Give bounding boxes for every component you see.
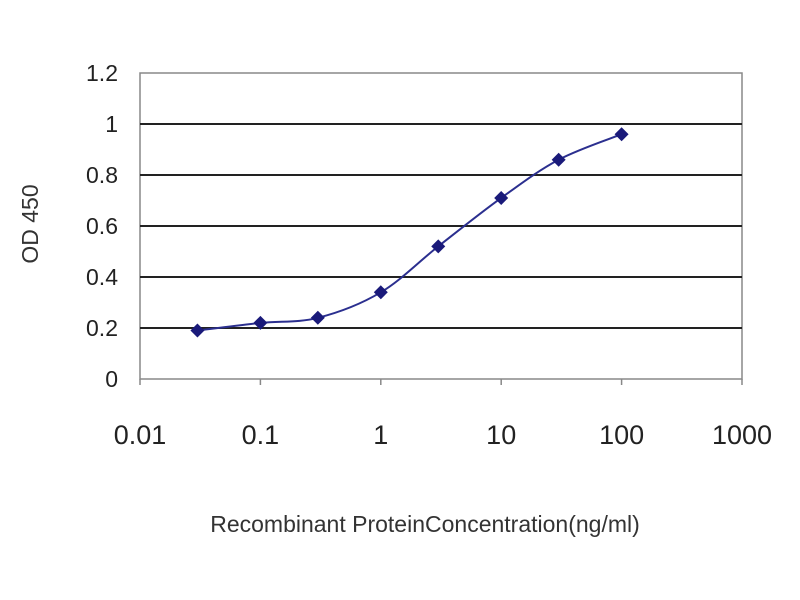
- data-point: [253, 315, 268, 330]
- data-point: [551, 152, 566, 167]
- data-point: [373, 285, 388, 300]
- y-axis-tick-labels: 0 0.2 0.4 0.6 0.8 1 1.2: [86, 60, 118, 392]
- series-group: [190, 127, 629, 338]
- x-tick-label: 1000: [712, 420, 772, 450]
- x-tick-label: 100: [599, 420, 644, 450]
- y-tick-label: 0.8: [86, 162, 118, 188]
- x-axis-ticks: [139, 379, 743, 385]
- y-tick-label: 1.2: [86, 60, 118, 86]
- y-tick-label: 0: [105, 366, 118, 392]
- data-point: [190, 323, 205, 338]
- x-axis-title: Recombinant ProteinConcentration(ng/ml): [210, 511, 640, 537]
- x-tick-label: 0.1: [242, 420, 280, 450]
- data-point: [310, 310, 325, 325]
- grid-lines: [140, 123, 742, 329]
- x-axis-tick-labels: 0.01 0.1 1 10 100 1000: [114, 420, 772, 450]
- y-tick-label: 0.2: [86, 315, 118, 341]
- data-point: [494, 190, 509, 205]
- x-tick-label: 0.01: [114, 420, 167, 450]
- y-tick-label: 1: [105, 111, 118, 137]
- y-tick-label: 0.4: [86, 264, 118, 290]
- data-point: [614, 127, 629, 142]
- y-tick-label: 0.6: [86, 213, 118, 239]
- x-tick-label: 10: [486, 420, 516, 450]
- x-tick-label: 1: [373, 420, 388, 450]
- data-point: [431, 239, 446, 254]
- y-axis-title: OD 450: [17, 184, 43, 263]
